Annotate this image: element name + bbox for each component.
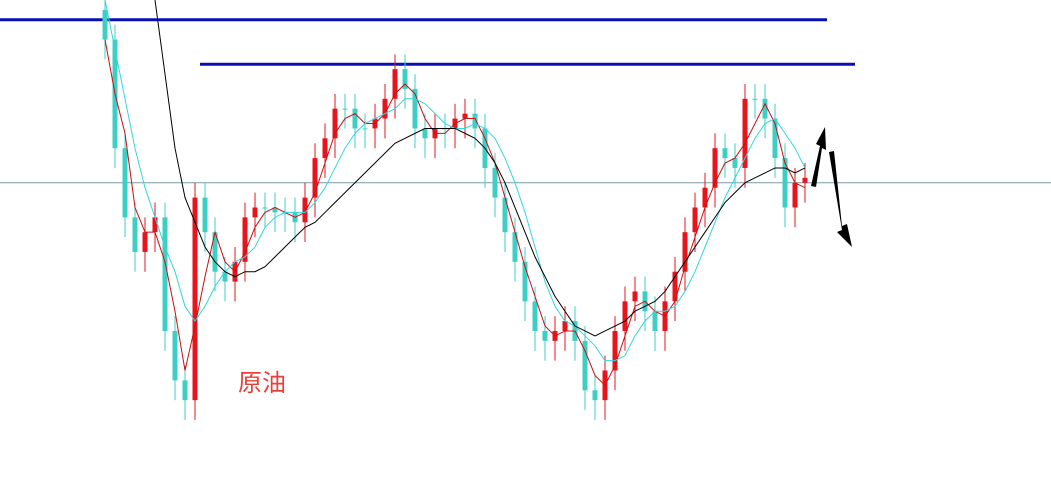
candle-body [672, 271, 678, 302]
candle-body [592, 390, 598, 401]
candle-body [772, 118, 778, 159]
candle-body [212, 232, 218, 272]
candle-body [532, 301, 538, 331]
candle-body [522, 261, 528, 302]
candle-body [632, 291, 638, 302]
candle-body [502, 197, 508, 233]
candle-body [302, 197, 308, 223]
candle-body [702, 187, 708, 208]
candle-body [512, 232, 518, 262]
candle-body [622, 301, 628, 331]
annotation: 原油 [238, 369, 286, 397]
candle-body [732, 158, 738, 168]
candle-body [262, 207, 268, 209]
candle-body [122, 148, 128, 218]
candle-body [462, 113, 468, 119]
ma-line [104, 39, 806, 387]
candle-body [332, 108, 338, 139]
candle-body [722, 148, 728, 159]
candle-body [222, 271, 228, 282]
down-arrow [829, 151, 852, 247]
candle-body [652, 311, 658, 331]
candle-body [712, 148, 718, 188]
candle-body [312, 158, 318, 198]
candle-body [162, 217, 168, 331]
candle-body [792, 182, 798, 208]
candle-body [272, 207, 278, 213]
candle-body [752, 98, 758, 100]
candle-body [132, 217, 138, 252]
candle-body [492, 167, 498, 198]
candle-body [422, 128, 428, 139]
candle-body [192, 197, 198, 401]
candle-body [342, 108, 348, 110]
levels [0, 18, 1051, 184]
candle-body [682, 232, 688, 272]
candle-body [382, 98, 388, 119]
candle-body [742, 98, 748, 168]
candle-body [252, 207, 258, 218]
candle-body [362, 128, 368, 130]
ma-line [104, 0, 806, 362]
candle-body [582, 340, 588, 391]
candle-body [762, 98, 768, 119]
candle-body [782, 158, 788, 208]
candle-body [692, 207, 698, 233]
candle-body [392, 69, 398, 99]
candle-body [322, 138, 328, 159]
candle-body [542, 330, 548, 341]
candle-body [352, 108, 358, 129]
candle-body [172, 330, 178, 381]
candle-body [802, 177, 808, 183]
moving-averages [104, 0, 806, 387]
candle-body [242, 217, 248, 262]
candle-body [612, 330, 618, 371]
candle-body [142, 232, 148, 252]
candle-body [402, 69, 408, 89]
candle-body [202, 197, 208, 233]
up-arrow [811, 127, 826, 187]
candle-body [152, 217, 158, 233]
candle-body [472, 113, 478, 129]
candle-body [102, 9, 108, 40]
candle-body [182, 380, 188, 401]
candle-body [412, 88, 418, 129]
ma-line [154, 0, 806, 337]
candle-body [562, 321, 568, 331]
